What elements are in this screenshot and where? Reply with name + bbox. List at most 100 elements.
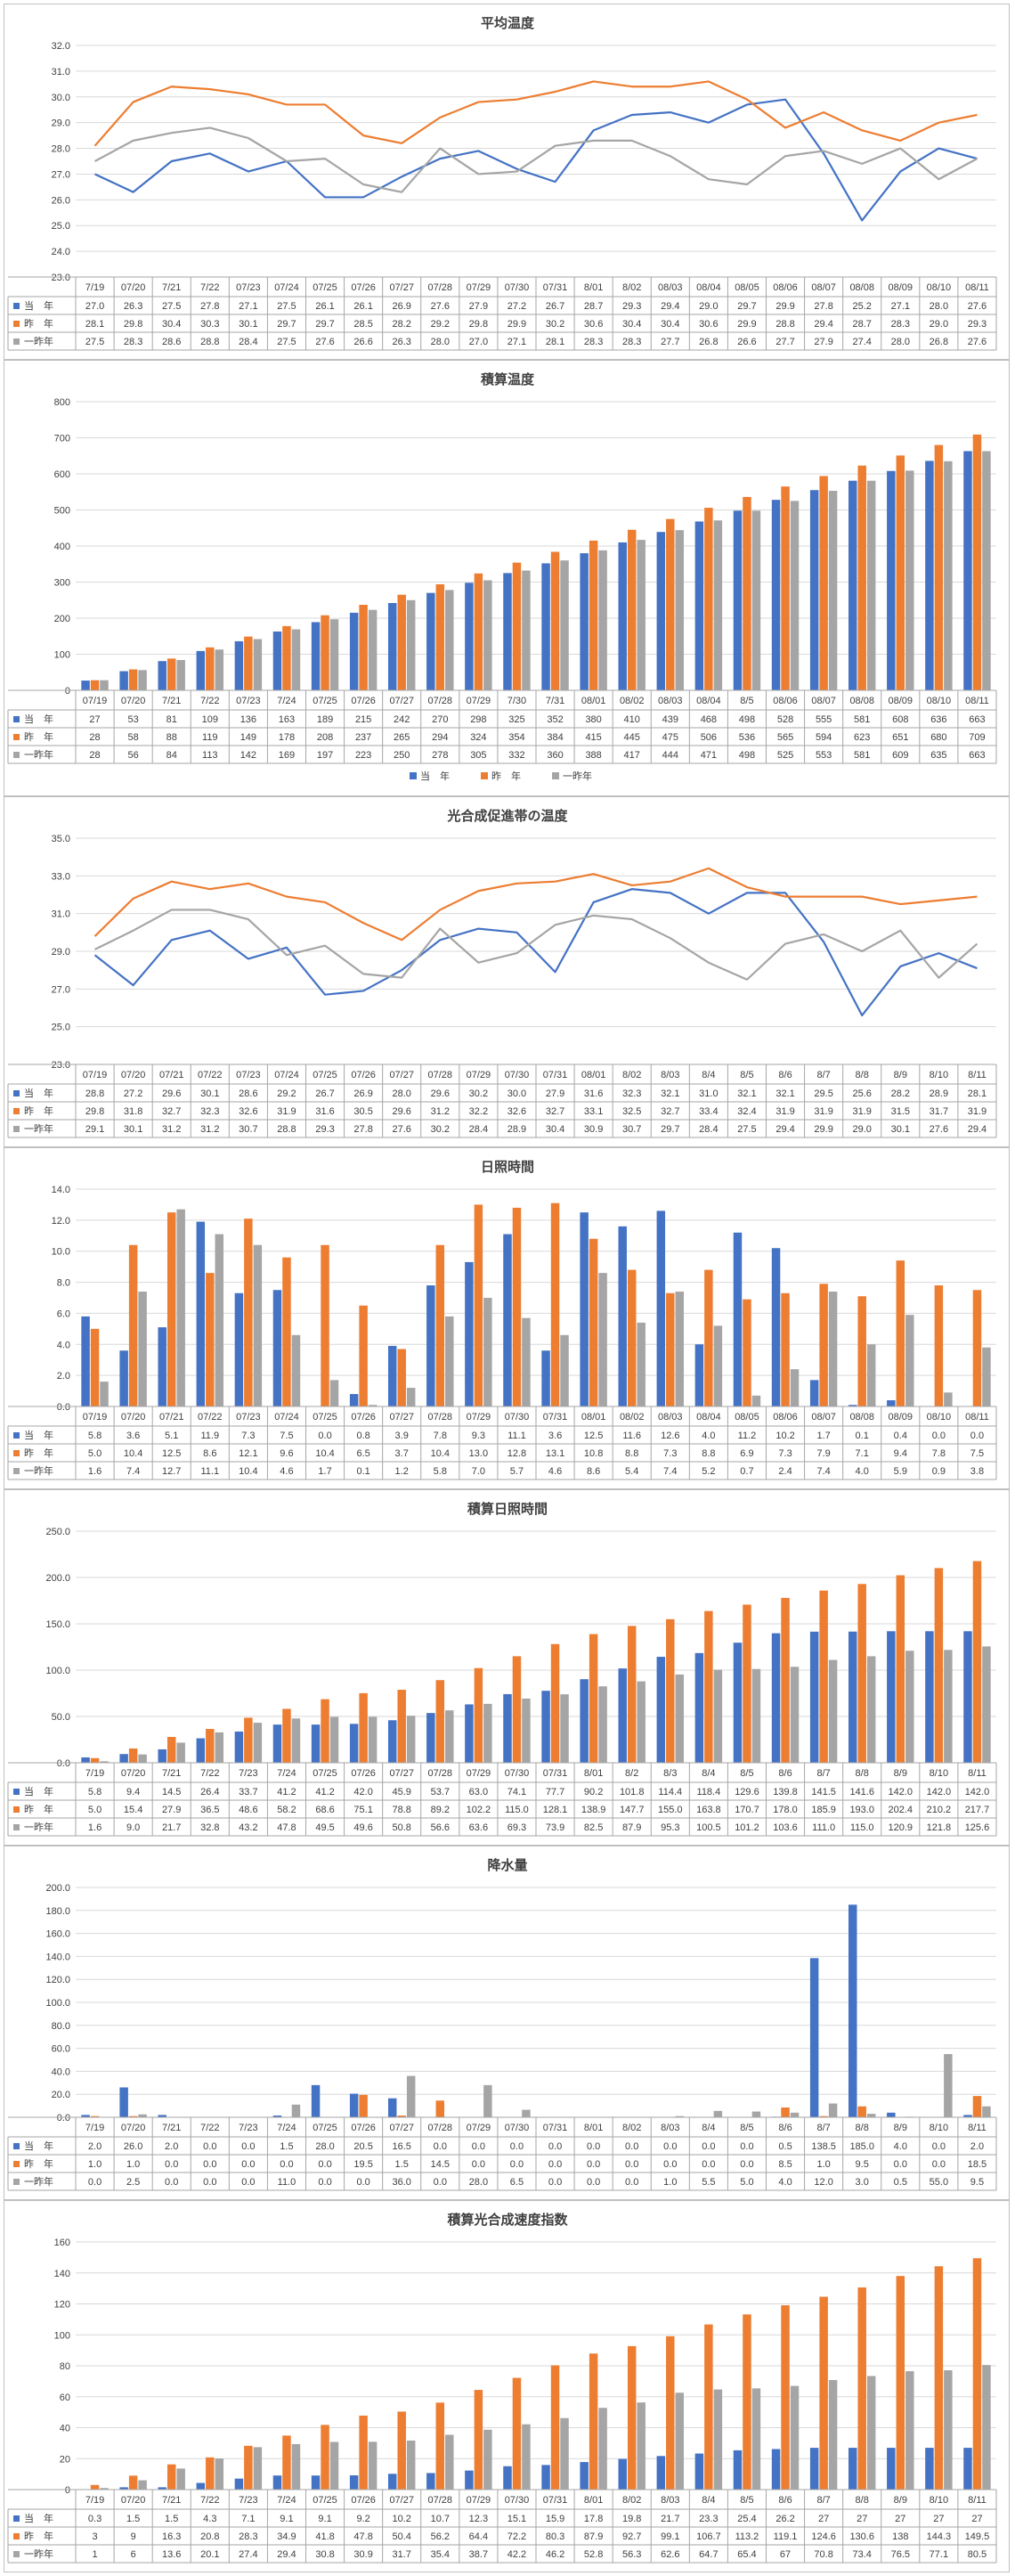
data-label: 6	[131, 2549, 136, 2560]
chart-panel: 平均温度 23.0 24.0 25.0 26.0 27.0 28.0 29.0 30.0 31.0…	[4, 4, 1010, 360]
x-tick-label: 07/20	[121, 696, 146, 706]
data-label: 29.9	[814, 1124, 832, 1135]
data-label: 30.4	[546, 1124, 564, 1135]
y-tick-label: 8.0	[57, 1278, 70, 1289]
chart-svg: 積算温度 0 100 200 300 400 500 600 700 800 07/19 07/20 7…	[7, 371, 997, 782]
data-label: 27	[857, 2514, 867, 2524]
bar	[90, 2115, 100, 2117]
x-tick-label: 7/24	[277, 2123, 296, 2133]
data-label: 141.6	[849, 1787, 874, 1797]
bar	[329, 1716, 339, 1763]
x-tick-label: 08/06	[773, 1412, 798, 1423]
bar	[349, 1724, 359, 1763]
data-label: 27.6	[392, 1124, 410, 1135]
data-label: 90.2	[584, 1787, 603, 1797]
bar	[465, 1261, 474, 1406]
data-label: 332	[508, 750, 524, 761]
table-legend-key	[13, 2143, 20, 2149]
data-label: 8.6	[587, 1466, 600, 1477]
y-tick-label: 27.0	[52, 169, 70, 180]
data-label: 29.7	[315, 319, 334, 330]
bar	[291, 2443, 301, 2490]
x-tick-label: 8/03	[661, 2495, 679, 2506]
data-label: 1.5	[126, 2514, 140, 2524]
bar	[550, 1643, 560, 1763]
table-legend-key	[13, 2533, 20, 2539]
x-tick-label: 07/27	[389, 2123, 414, 2133]
bar	[483, 1703, 492, 1763]
data-label: 52.8	[584, 2549, 603, 2560]
data-label: 42.0	[353, 1787, 372, 1797]
data-label: 144.3	[927, 2531, 952, 2542]
y-tick-label: 32.0	[52, 41, 70, 52]
data-label: 26.2	[775, 2514, 794, 2524]
bar	[503, 1234, 512, 1406]
data-label: 12.1	[239, 1448, 257, 1459]
bar	[751, 2388, 761, 2490]
data-label: 475	[662, 732, 678, 743]
bar	[522, 1698, 531, 1763]
bar	[905, 1651, 914, 1763]
x-tick-label: 7/31	[546, 696, 564, 706]
data-label: 63.6	[469, 1822, 488, 1833]
data-label: 142	[240, 750, 256, 761]
bar	[512, 1656, 522, 1763]
data-label: 30.6	[584, 319, 603, 330]
data-label: 30.1	[239, 319, 257, 330]
data-label: 30.3	[200, 319, 219, 330]
bar	[368, 1716, 378, 1763]
data-label: 5.7	[510, 1466, 524, 1477]
chart-panel: 積算日照時間 0.0 50.0 100.0 150.0 200.0 250.0 7/19 07/…	[4, 1489, 1010, 1846]
data-label: 7.8	[932, 1448, 946, 1459]
data-label: 136	[240, 714, 256, 725]
data-label: 28.2	[891, 1088, 910, 1099]
x-tick-label: 07/28	[428, 2495, 453, 2506]
bar	[426, 592, 435, 690]
table-legend-key	[13, 1806, 20, 1813]
bar	[406, 599, 416, 690]
bar	[359, 1305, 368, 1406]
data-label: 417	[624, 750, 640, 761]
data-label: 623	[854, 732, 870, 743]
data-label: 7.3	[663, 1448, 677, 1459]
bar	[675, 1292, 685, 1406]
table-legend-key	[13, 1090, 20, 1096]
data-label: 102.2	[467, 1805, 491, 1815]
bar	[465, 583, 474, 690]
data-label: 11.2	[738, 1431, 757, 1441]
data-label: 28.4	[239, 337, 257, 347]
bar	[119, 1350, 128, 1406]
data-label: 77.1	[930, 2549, 948, 2560]
series-name: 昨 年	[24, 1105, 53, 1117]
x-tick-label: 07/28	[428, 2123, 453, 2133]
legend-key	[552, 772, 559, 779]
data-label: 12.8	[508, 1448, 526, 1459]
table-legend-key	[13, 1450, 20, 1456]
bar	[713, 2110, 723, 2117]
data-label: 5.8	[88, 1787, 102, 1797]
data-label: 325	[508, 714, 524, 725]
data-label: 32.4	[737, 1106, 756, 1117]
data-label: 0.0	[241, 2159, 255, 2170]
data-label: 31.9	[814, 1106, 832, 1117]
data-label: 15.4	[124, 1805, 142, 1815]
data-label: 19.5	[353, 2159, 372, 2170]
data-label: 32.2	[469, 1106, 488, 1117]
bar	[925, 2448, 934, 2490]
y-tick-label: 60	[60, 2393, 70, 2403]
data-label: 28.8	[775, 319, 794, 330]
data-label: 46.2	[546, 2549, 564, 2560]
data-label: 4.3	[203, 2514, 216, 2524]
x-tick-label: 08/09	[889, 696, 914, 706]
data-label: 0.0	[472, 2159, 485, 2170]
x-tick-label: 8/10	[930, 1768, 948, 1779]
data-label: 113	[202, 750, 218, 761]
bar	[349, 2475, 359, 2490]
x-tick-label: 8/7	[816, 2495, 830, 2506]
data-label: 0.0	[740, 2159, 753, 2170]
bar	[359, 2094, 368, 2117]
bar	[90, 1328, 100, 1406]
data-label: 30.1	[891, 1124, 910, 1135]
bar	[158, 1327, 166, 1406]
bar	[828, 1292, 838, 1406]
